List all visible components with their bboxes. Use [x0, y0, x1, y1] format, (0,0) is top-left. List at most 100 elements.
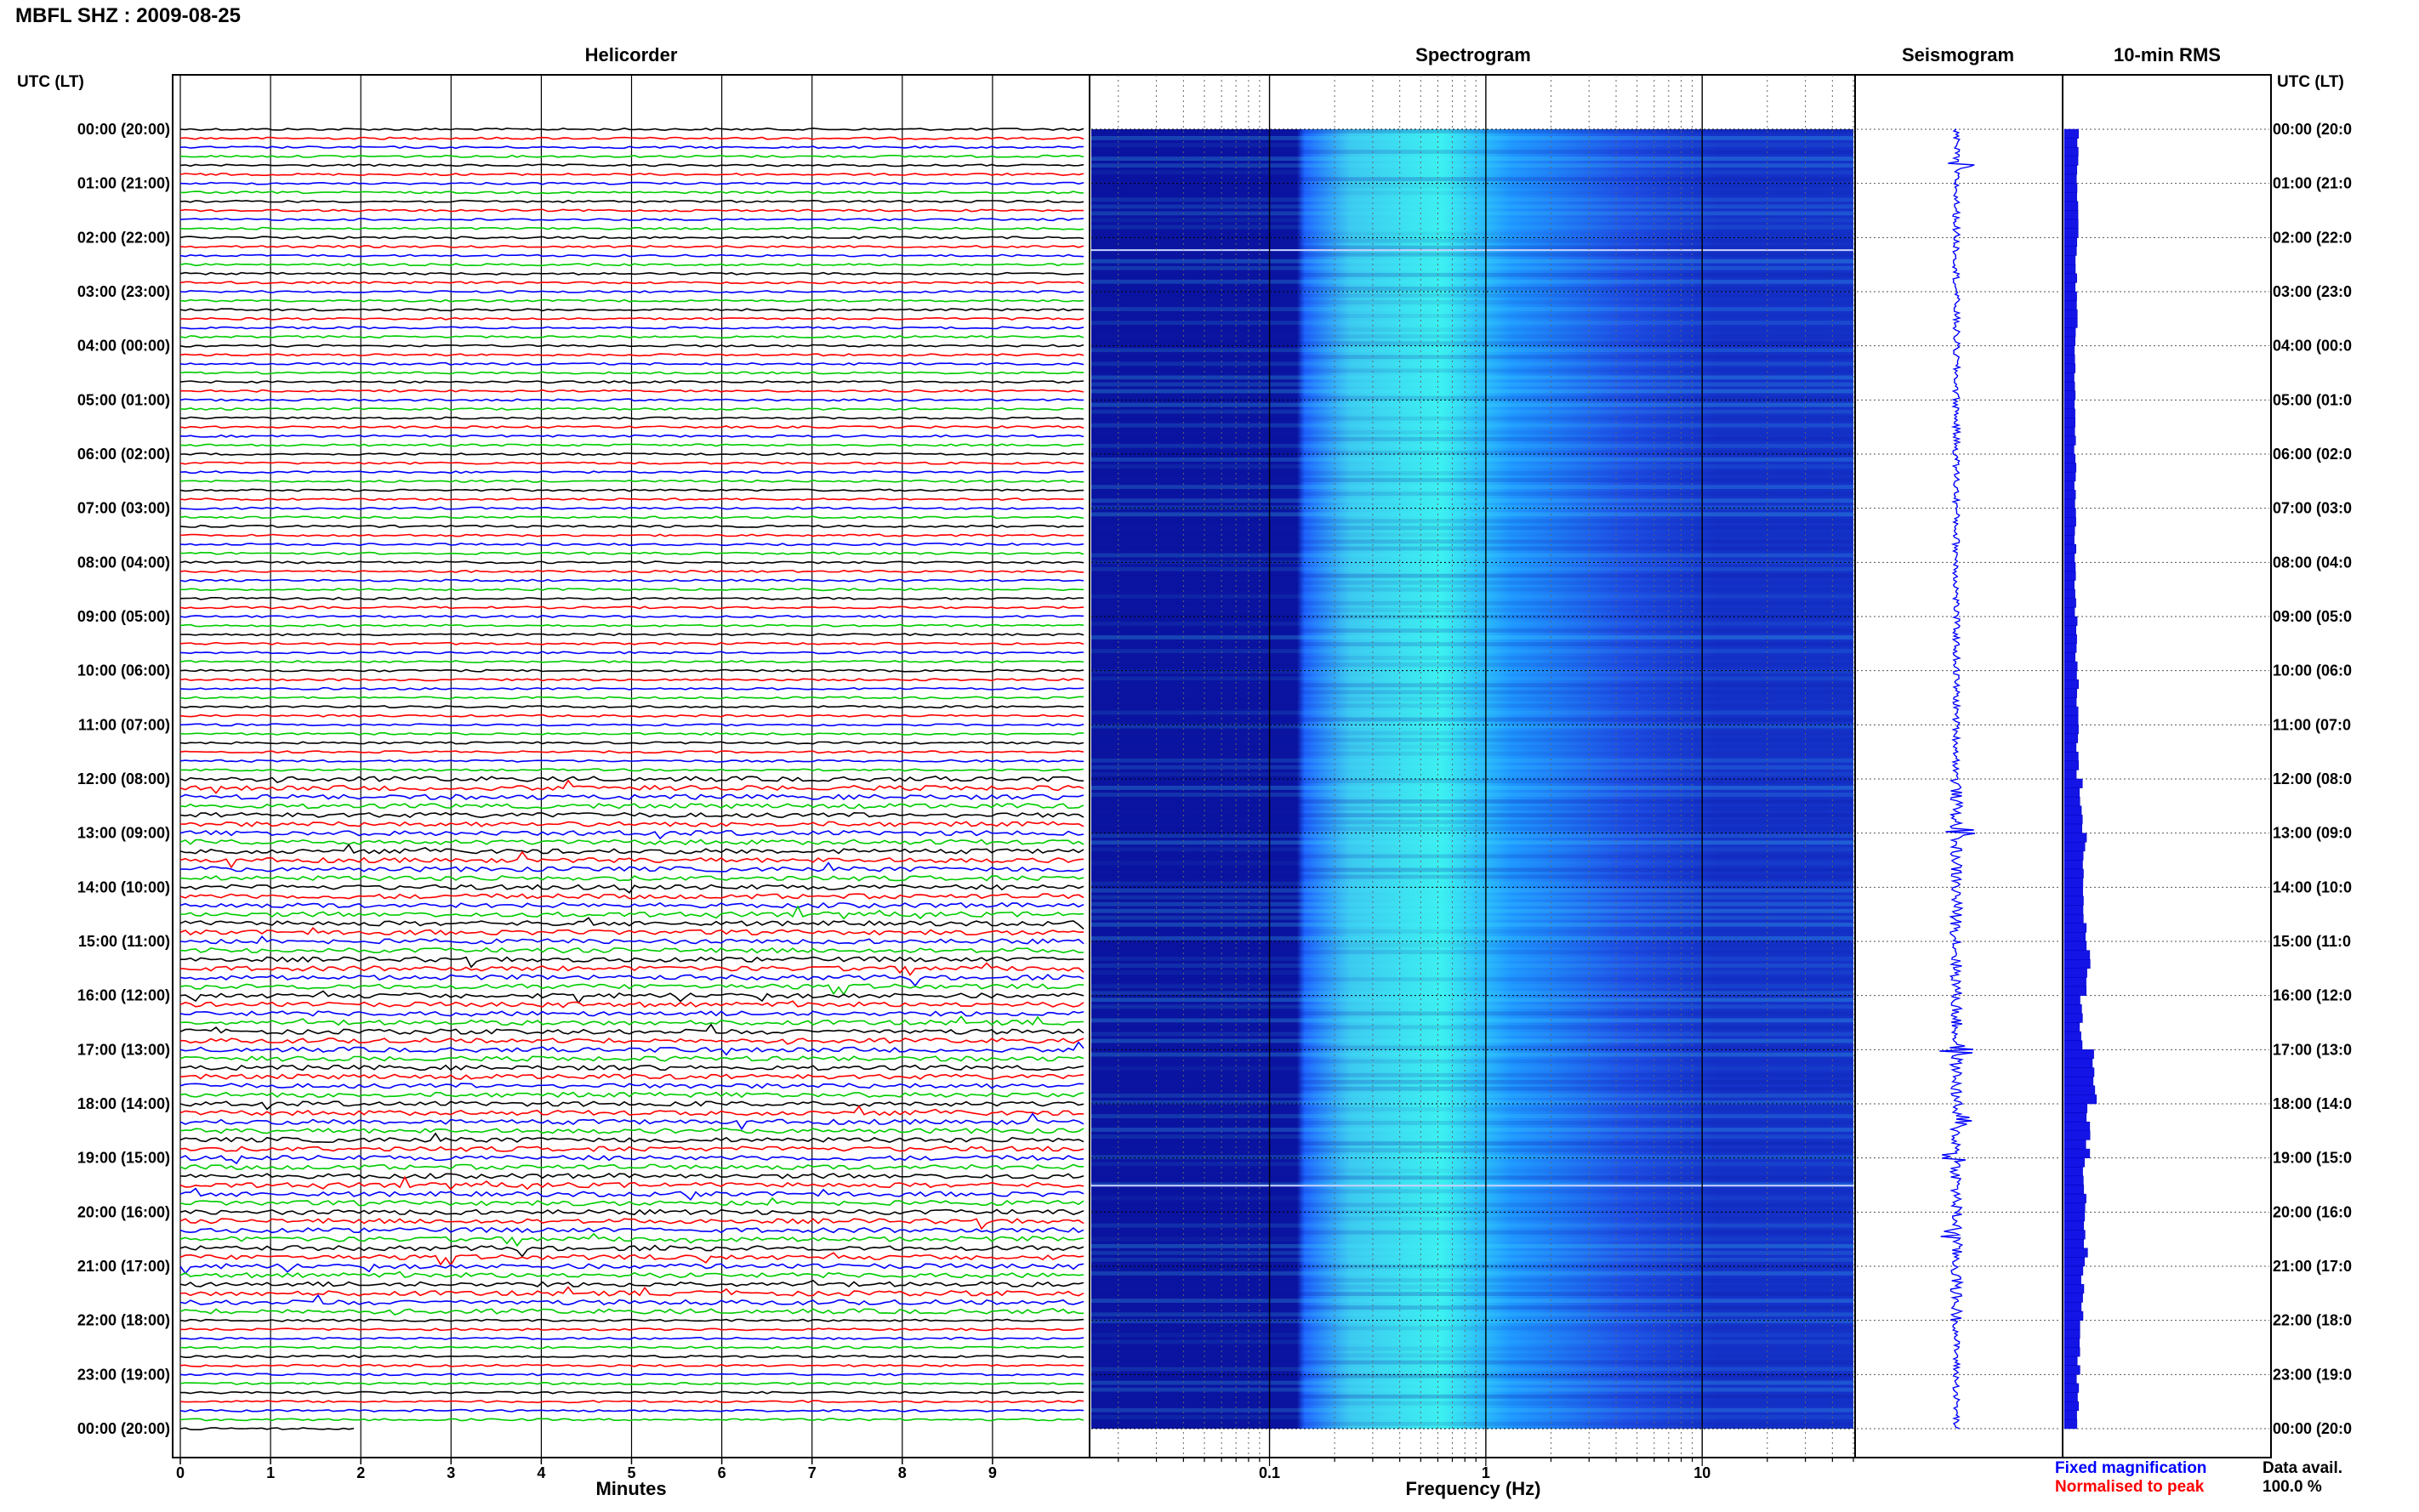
spectrogram-row [1091, 334, 1853, 339]
helicorder-trace [179, 208, 1084, 213]
helicorder-trace [179, 917, 1084, 929]
time-label-left: 08:00 (04:00) [77, 554, 170, 571]
spectrogram-row [1091, 532, 1853, 537]
time-label-right: 03:00 (23:0 [2273, 283, 2352, 300]
rms-bar [2063, 173, 2077, 184]
helicorder-trace [179, 1244, 1084, 1258]
spectrogram-row [1091, 553, 1853, 558]
time-label-right: 09:00 (05:0 [2273, 608, 2352, 625]
rms-title: 10-min RMS [2114, 44, 2221, 65]
spectrogram-row [1091, 300, 1853, 304]
spectrogram-row [1091, 1414, 1853, 1419]
rms-bar [2063, 318, 2078, 328]
spectrogram-row [1091, 730, 1853, 736]
spectrogram-tick-label: 0.1 [1259, 1464, 1280, 1481]
helicorder-trace [179, 1037, 1084, 1045]
spectrogram-row [1091, 1360, 1853, 1365]
time-label-right: 23:00 (19:0 [2273, 1366, 2352, 1383]
rms-bar [2063, 363, 2076, 373]
spectrogram-row [1091, 190, 1853, 196]
rms-bar [2063, 1103, 2088, 1113]
spectrogram-row [1091, 1333, 1853, 1338]
helicorder-trace [179, 844, 1084, 855]
spectrogram-row [1091, 1346, 1853, 1351]
spectrogram-row [1091, 443, 1853, 448]
spectrogram-row [1091, 566, 1853, 571]
rms-bar [2063, 715, 2079, 725]
figure-title: MBFL SHZ : 2009-08-25 [15, 4, 241, 27]
helicorder-trace [179, 696, 1084, 700]
spectrogram-row [1091, 272, 1853, 277]
spectrogram-row [1091, 1086, 1853, 1091]
helicorder-trace [179, 1100, 1084, 1111]
spectrogram-row [1091, 1230, 1853, 1235]
helicorder-trace [179, 668, 1084, 673]
rms-bar [2063, 805, 2082, 816]
rms-bar [2063, 1022, 2080, 1032]
spectrogram-row [1091, 840, 1853, 845]
helicorder-trace [179, 127, 1084, 132]
spectrogram-row [1091, 1216, 1853, 1221]
rms-bar [2063, 1310, 2084, 1321]
helicorder-trace [179, 1128, 1084, 1134]
helicorder-trace [179, 452, 1084, 457]
spectrogram-row [1091, 293, 1853, 298]
helicorder-trace [179, 281, 1084, 285]
time-axis-right: 00:00 (20:0 01:00 (21:0 02:00 (22:0 03:00 (… [2273, 121, 2352, 1437]
rms-bar [2063, 887, 2083, 897]
rms-bar [2063, 1401, 2080, 1412]
spectrogram-row [1091, 1380, 1853, 1385]
rms-bar [2063, 264, 2076, 275]
rms-bar [2063, 372, 2075, 383]
spectrogram-row [1091, 779, 1853, 783]
spectrogram-row [1091, 1271, 1853, 1276]
helicorder-trace [179, 199, 1084, 203]
rms-bar [2063, 770, 2077, 780]
spectrogram-row [1091, 1072, 1853, 1077]
rms-bar [2063, 923, 2087, 933]
rms-bar [2063, 1283, 2085, 1294]
rms-bar [2063, 913, 2084, 924]
seismogram-line [1939, 128, 1976, 1430]
spectrogram-row [1091, 225, 1853, 230]
helicorder-tick-label: 9 [988, 1464, 997, 1481]
time-label-left: 07:00 (03:00) [77, 500, 170, 517]
time-label-left: 00:00 (20:00) [77, 121, 170, 138]
rms-bar [2063, 1031, 2081, 1041]
time-label-left: 09:00 (05:00) [77, 608, 170, 625]
spectrogram-row [1091, 772, 1853, 776]
helicorder-trace [179, 633, 1084, 637]
helicorder-trace [179, 1083, 1084, 1089]
helicorder-trace [179, 1293, 1084, 1306]
spectrogram-row [1091, 977, 1853, 981]
rms-bar [2063, 842, 2086, 852]
spectrogram-row [1091, 1278, 1853, 1282]
rms-bar [2063, 390, 2076, 401]
spectrogram-row [1091, 963, 1853, 968]
rms-bar [2063, 823, 2082, 833]
spectrogram-row [1091, 1236, 1853, 1242]
helicorder-trace [179, 226, 1084, 230]
rms-bar [2063, 192, 2077, 202]
spectrogram-row [1091, 717, 1853, 722]
time-label-left: 23:00 (19:00) [77, 1366, 170, 1383]
helicorder-trace [180, 956, 1084, 969]
helicorder-trace [179, 578, 1084, 583]
helicorder-trace [179, 1091, 1084, 1099]
helicorder-trace [179, 479, 1084, 483]
helicorder-tick-label: 3 [447, 1464, 455, 1481]
spectrogram-row [1091, 1407, 1853, 1413]
time-label-left: 12:00 (08:00) [77, 770, 170, 787]
spectrogram-row [1091, 464, 1853, 469]
helicorder-trace [179, 1112, 1084, 1131]
spectrogram-row [1091, 1079, 1853, 1084]
spectrogram-row [1091, 936, 1853, 941]
spectrogram-row [1091, 395, 1853, 401]
spectrogram-row [1091, 1045, 1853, 1050]
helicorder-trace [179, 741, 1084, 745]
rms-bar [2063, 237, 2078, 247]
rms-bar [2063, 1013, 2083, 1023]
helicorder-trace [179, 308, 1084, 312]
helicorder-trace [179, 830, 1084, 840]
spectrogram-row [1091, 607, 1853, 612]
